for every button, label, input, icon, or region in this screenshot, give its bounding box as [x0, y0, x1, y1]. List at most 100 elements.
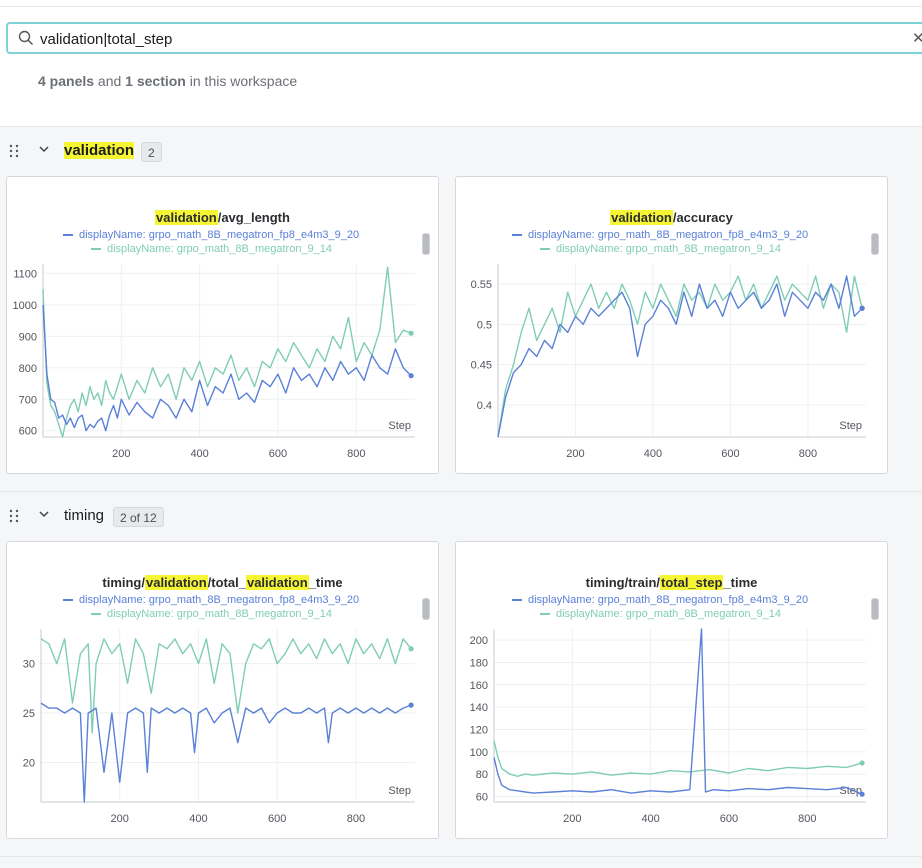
legend-entry[interactable]: displayName: grpo_math_8B_megatron_fp8_e… — [512, 229, 808, 241]
legend-label: displayName: grpo_math_8B_megatron_fp8_e… — [528, 594, 809, 606]
y-tick-label: 180 — [470, 657, 488, 669]
series-line[interactable] — [497, 275, 863, 438]
legend-scrollbar[interactable] — [422, 598, 430, 620]
x-tick-label: 400 — [641, 813, 659, 825]
panel-title-part: /total_ — [207, 575, 246, 590]
workspace-summary: 4 panels and 1 section in this workspace — [38, 73, 297, 89]
legend-entry[interactable]: displayName: grpo_math_8B_megatron_fp8_e… — [63, 229, 359, 241]
x-tick-label: 400 — [189, 813, 207, 825]
section-count-badge: 2 of 12 — [113, 507, 164, 527]
panel-avg-length[interactable]: validation/avg_length displayName: grpo_m… — [6, 176, 439, 474]
panel-title-part: validation — [155, 210, 218, 225]
series-line[interactable] — [42, 304, 412, 432]
summary-and: and — [94, 73, 126, 89]
x-tick-label: 800 — [347, 813, 365, 825]
x-tick-label: 400 — [644, 448, 662, 460]
y-tick-label: 120 — [470, 724, 488, 736]
chevron-down-icon[interactable] — [38, 508, 50, 520]
y-tick-label: 100 — [470, 747, 488, 759]
section-title: validation — [64, 142, 135, 159]
series-end-point — [859, 791, 865, 797]
legend-swatch — [63, 599, 73, 602]
panel-total-step-time[interactable]: timing/train/total_step_time displayName:… — [455, 541, 888, 839]
y-tick-label: 0.55 — [471, 279, 492, 291]
legend-swatch — [63, 234, 73, 237]
panel-title-part: validation — [610, 210, 673, 225]
search-icon — [18, 30, 33, 45]
legend-scrollbar[interactable] — [871, 233, 879, 255]
section-title: timing — [64, 507, 105, 524]
legend-swatch — [91, 613, 101, 616]
panel-title-part: _time — [723, 575, 758, 590]
clear-icon[interactable]: ✕ — [912, 30, 922, 47]
section-count-badge: 2 — [141, 142, 162, 162]
legend-swatch — [540, 248, 550, 251]
series-end-point — [408, 330, 414, 336]
legend-entry[interactable]: displayName: grpo_math_8B_megatron_9_14 — [540, 608, 781, 620]
legend-entry[interactable]: displayName: grpo_math_8B_megatron_9_14 — [91, 243, 332, 255]
x-tick-label: 400 — [190, 448, 208, 460]
legend-label: displayName: grpo_math_8B_megatron_9_14 — [107, 243, 333, 255]
legend-label: displayName: grpo_math_8B_megatron_fp8_e… — [528, 229, 809, 241]
y-tick-label: 80 — [476, 769, 488, 781]
search-box[interactable]: ✕ — [6, 22, 922, 54]
y-tick-label: 140 — [470, 702, 488, 714]
summary-suffix: in this workspace — [185, 73, 298, 89]
x-tick-label: 800 — [799, 448, 817, 460]
series-line[interactable] — [42, 266, 412, 438]
legend-entry[interactable]: displayName: grpo_math_8B_megatron_fp8_e… — [512, 594, 808, 606]
line-chart: 600 700 800 900 1000 1100 200 400 600 800 Step — [13, 264, 415, 460]
legend-label: displayName: grpo_math_8B_megatron_fp8_e… — [79, 594, 360, 606]
panel-title-part: timing/train/ — [585, 575, 660, 590]
panels-count: 4 panels — [38, 73, 95, 89]
legend-scrollbar[interactable] — [422, 233, 430, 255]
x-tick-label: 200 — [566, 448, 584, 460]
chevron-down-icon[interactable] — [38, 143, 50, 155]
x-tick-label: 200 — [112, 448, 130, 460]
y-tick-label: 20 — [23, 757, 35, 769]
series-line[interactable] — [493, 628, 863, 795]
legend-entry[interactable]: displayName: grpo_math_8B_megatron_9_14 — [91, 608, 332, 620]
x-tick-label: 600 — [720, 813, 738, 825]
x-axis-label: Step — [388, 420, 411, 432]
x-tick-label: 200 — [111, 813, 129, 825]
panel-title-part: timing/ — [102, 575, 145, 590]
sections-count: 1 section — [125, 73, 186, 89]
y-tick-label: 200 — [470, 635, 488, 647]
series-end-point — [859, 305, 865, 311]
y-tick-label: 0.4 — [477, 400, 492, 412]
x-axis-label: Step — [839, 785, 862, 797]
legend-swatch — [91, 248, 101, 251]
x-tick-label: 800 — [347, 448, 365, 460]
panel-total-validation-time[interactable]: timing/validation/total_validation_time d… — [6, 541, 439, 839]
series-end-point — [859, 760, 865, 766]
panel-accuracy[interactable]: validation/accuracy displayName: grpo_mat… — [455, 176, 888, 474]
divider — [0, 126, 922, 127]
panel-title: timing/train/total_step_time — [456, 575, 887, 590]
legend-scrollbar[interactable] — [871, 598, 879, 620]
search-input[interactable] — [40, 28, 900, 50]
panel-title-part: validation — [144, 575, 208, 590]
series-end-point — [408, 373, 414, 379]
legend-entry[interactable]: displayName: grpo_math_8B_megatron_fp8_e… — [63, 594, 359, 606]
legend-label: displayName: grpo_math_8B_megatron_9_14 — [556, 608, 782, 620]
divider — [0, 491, 922, 492]
x-tick-label: 800 — [798, 813, 816, 825]
section-header-timing[interactable]: timing 2 of 12 — [0, 504, 922, 530]
line-chart: 20 25 30 200 400 600 800 Step — [23, 629, 415, 825]
series-line[interactable] — [40, 702, 412, 803]
y-tick-label: 900 — [19, 331, 37, 343]
line-chart: 60 80 100 120 140 160 180 200 200 400 600 800 Step — [470, 628, 866, 825]
y-tick-label: 0.45 — [471, 360, 492, 372]
legend-label: displayName: grpo_math_8B_megatron_fp8_e… — [79, 229, 360, 241]
legend-label: displayName: grpo_math_8B_megatron_9_14 — [556, 243, 782, 255]
legend-entry[interactable]: displayName: grpo_math_8B_megatron_9_14 — [540, 243, 781, 255]
drag-handle-icon[interactable] — [9, 509, 19, 523]
line-chart: 0.4 0.45 0.5 0.55 200 400 600 800 Step — [471, 264, 866, 460]
series-line[interactable] — [40, 638, 412, 734]
y-tick-label: 1100 — [13, 268, 37, 280]
series-line[interactable] — [493, 740, 863, 778]
drag-handle-icon[interactable] — [9, 144, 19, 158]
section-header-validation[interactable]: validation 2 — [0, 139, 922, 165]
x-axis-label: Step — [388, 785, 411, 797]
